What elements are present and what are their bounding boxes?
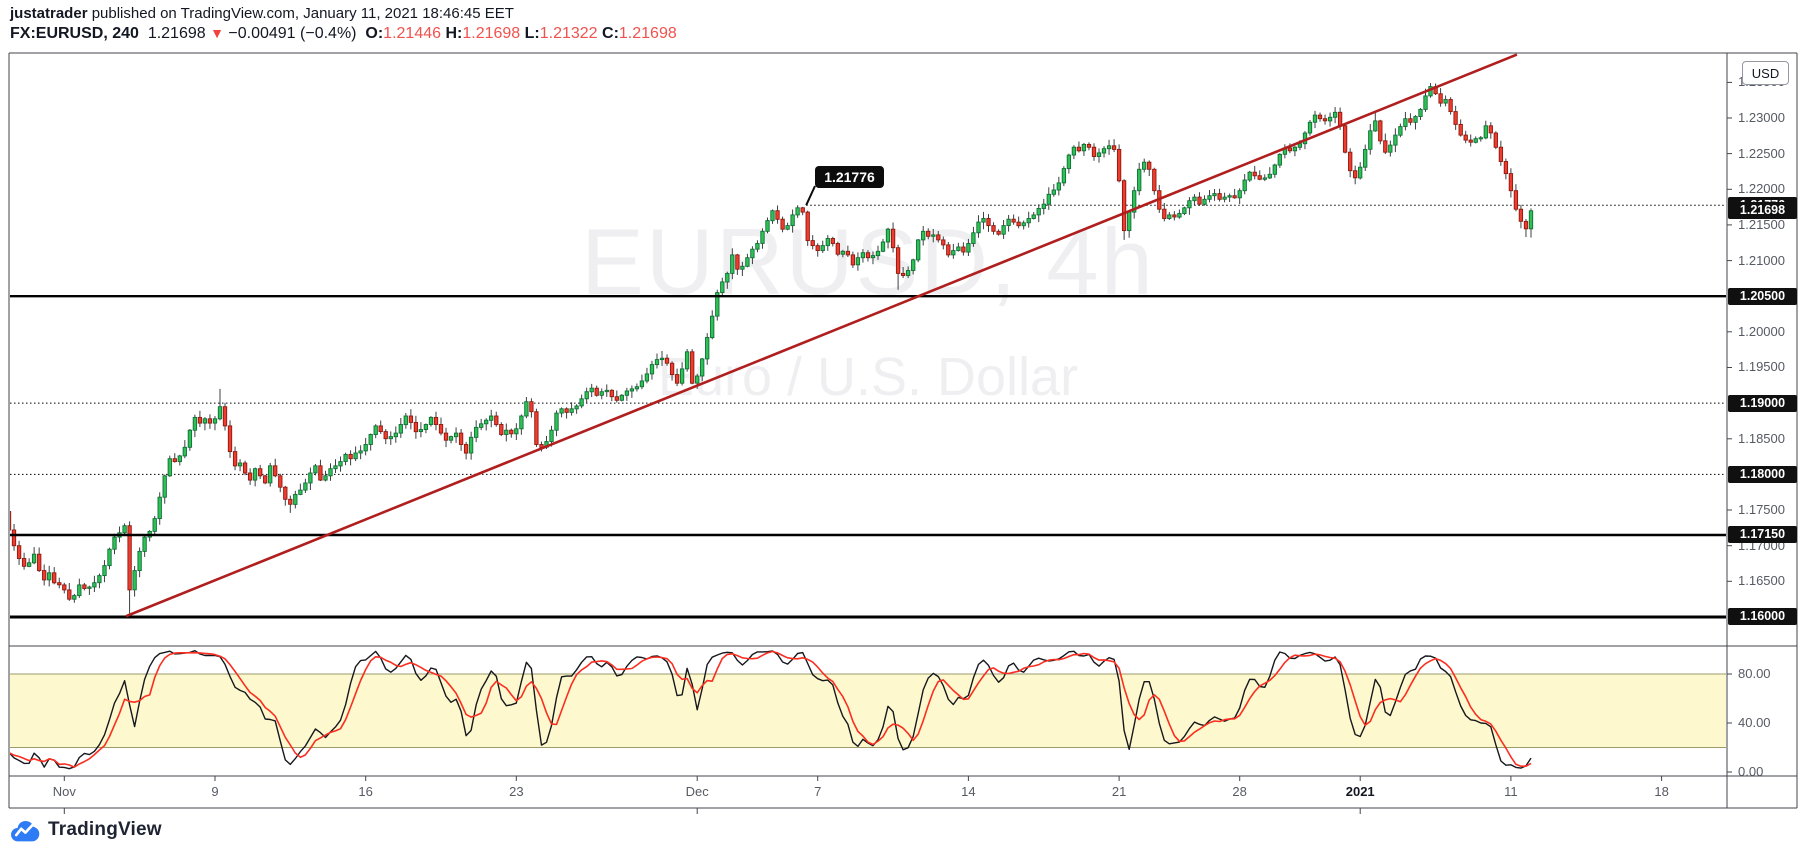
ohlc-segment-plain: 1.21698 — [138, 25, 211, 42]
indicator-axis-label: 0.00 — [1738, 764, 1764, 779]
price-axis-badge: 1.17150 — [1728, 526, 1797, 544]
indicator-axis-label: 80.00 — [1738, 665, 1771, 681]
ohlc-segment-value: 1.21446 — [383, 25, 446, 42]
publish-details: published on TradingView.com, January 11… — [87, 5, 514, 22]
time-axis-label: 2021 — [1345, 784, 1375, 799]
price-axis-label: 1.17500 — [1738, 502, 1785, 518]
price-axis-label: 1.20000 — [1738, 323, 1785, 339]
candles-layer — [10, 83, 1534, 615]
price-axis-label: 1.19500 — [1738, 359, 1785, 375]
time-axis-label: 14 — [961, 784, 976, 799]
trendline[interactable] — [125, 53, 1518, 618]
ohlc-segment-label: H: — [445, 25, 463, 42]
ohlc-segment-arrow: ▼ — [210, 25, 224, 41]
dotted-level-lines — [10, 204, 1726, 475]
tradingview-cloud-icon — [11, 820, 40, 841]
time-axis-label: 11 — [1504, 784, 1518, 799]
ohlc-segment-value: 1.21322 — [539, 25, 603, 42]
price-axis-label: 1.22000 — [1738, 181, 1785, 197]
time-axis-label: Dec — [685, 784, 709, 799]
time-axis-label: Nov — [52, 784, 76, 799]
annotations-layer — [805, 185, 816, 206]
tradingview-logo-text: TradingView — [48, 819, 162, 840]
time-axis-label: 23 — [509, 784, 524, 799]
time-axis-label: 9 — [211, 784, 219, 799]
ohlc-segment-label: O: — [365, 25, 384, 42]
indicator-axis-label: 40.00 — [1738, 714, 1771, 730]
symbol-ohlc-row: FX:EURUSD, 240 1.21698 ▼ −0.00491 (−0.4%… — [10, 24, 677, 43]
price-axis-badge: 1.19000 — [1728, 394, 1797, 412]
price-axis-label: 1.16500 — [1738, 573, 1785, 589]
price-axis-label: 1.21500 — [1738, 216, 1785, 232]
price-axis-label: 1.22500 — [1738, 145, 1785, 161]
time-axis-label: 7 — [814, 784, 822, 799]
oscillator-lines — [10, 650, 1532, 770]
currency-toggle-button[interactable]: USD — [1742, 61, 1789, 85]
publish-info: justatrader published on TradingView.com… — [10, 5, 514, 23]
solid-level-lines[interactable] — [10, 295, 1726, 619]
price-axis-badge: 1.20500 — [1728, 287, 1797, 305]
price-axis-label: 1.21000 — [1738, 252, 1785, 268]
chart-frame — [8, 52, 1798, 814]
price-axis-badge: 1.21698 — [1728, 202, 1797, 220]
time-axis-label: 28 — [1232, 784, 1247, 799]
time-axis-label: 16 — [358, 784, 373, 799]
price-axis-label: 1.23000 — [1738, 110, 1785, 125]
ohlc-segment-value: 1.21698 — [618, 25, 677, 42]
ohlc-segment-value: 1.21698 — [462, 25, 525, 42]
author-name: justatrader — [10, 5, 88, 22]
time-axis-label: 18 — [1654, 784, 1669, 799]
ohlc-segment-sym: FX:EURUSD, 240 — [10, 25, 139, 42]
oscillator-band — [10, 673, 1726, 748]
price-axis-label: 1.18500 — [1738, 430, 1785, 446]
price-callout[interactable]: 1.21776 — [815, 166, 884, 188]
time-axis-label: 21 — [1111, 784, 1127, 799]
ohlc-segment-plain: −0.00491 (−0.4%) — [223, 25, 366, 42]
ohlc-segment-label: L: — [524, 25, 540, 42]
price-axis-badge: 1.16000 — [1728, 608, 1797, 626]
price-axis-badge: 1.18000 — [1728, 465, 1797, 483]
tradingview-logo[interactable]: TradingView — [10, 816, 162, 844]
ohlc-segment-label: C: — [602, 25, 619, 42]
